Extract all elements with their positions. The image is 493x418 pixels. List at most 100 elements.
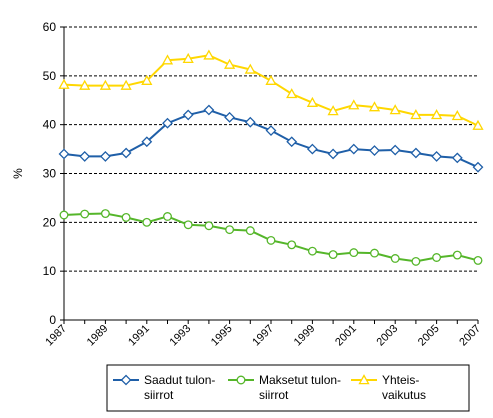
data-point	[286, 88, 298, 99]
data-point	[451, 110, 463, 121]
data-point	[141, 136, 153, 148]
legend-item-3: Yhteis-vaikutus	[351, 373, 426, 402]
data-point	[411, 256, 421, 266]
data-point	[327, 148, 339, 160]
data-point	[224, 111, 236, 123]
data-point	[431, 150, 443, 162]
data-point	[307, 246, 317, 256]
legend-swatch-marker	[358, 374, 370, 385]
x-tick-label: 1991	[126, 323, 152, 349]
data-point	[370, 248, 379, 258]
x-tick-label: 1993	[168, 323, 194, 349]
y-tick-label: 10	[43, 264, 57, 278]
data-point	[265, 74, 277, 85]
data-point	[432, 253, 442, 262]
data-point	[389, 104, 401, 115]
data-point	[306, 143, 318, 155]
data-point	[121, 212, 131, 222]
data-point	[182, 52, 194, 63]
legend-item-2: Maksetut tulon-siirrot	[228, 373, 341, 402]
data-point	[100, 209, 110, 218]
legend-label: Yhteis-	[382, 373, 419, 387]
series-3	[58, 49, 484, 130]
legend-label: vaikutus	[382, 388, 426, 402]
x-tick-label: 2007	[457, 323, 483, 349]
y-tick-label: 20	[43, 215, 57, 229]
data-point	[80, 209, 90, 219]
data-point	[451, 152, 463, 164]
x-tick-label: 1997	[250, 323, 276, 349]
data-point	[142, 217, 152, 227]
data-point	[59, 210, 69, 220]
axes: 0 10 20 30 40 50 60 1987 1989 1991 1993 1995 1997 199…	[43, 20, 483, 348]
data-point	[203, 104, 215, 116]
data-point	[348, 143, 360, 155]
y-tick-label: 60	[43, 20, 57, 34]
data-point	[58, 148, 70, 160]
data-point	[410, 109, 422, 120]
data-point	[286, 136, 298, 148]
data-point	[183, 220, 193, 230]
data-point	[410, 147, 422, 159]
series-1	[58, 104, 484, 173]
legend-label: siirrot	[259, 388, 289, 402]
x-tick-label: 1995	[209, 323, 235, 349]
x-tick-label: 1987	[43, 323, 69, 349]
data-point	[266, 235, 276, 245]
data-point	[287, 240, 297, 250]
data-point	[244, 63, 256, 74]
data-point	[472, 119, 484, 130]
legend-box	[106, 364, 470, 412]
data-point	[161, 54, 174, 65]
y-tick-label: 0	[49, 313, 56, 327]
data-point	[203, 49, 215, 60]
data-point	[141, 74, 153, 85]
data-point	[245, 226, 255, 236]
legend-swatch-marker	[120, 374, 132, 386]
data-point	[79, 79, 91, 90]
series-group	[58, 49, 484, 266]
data-point	[244, 116, 256, 128]
data-point	[368, 101, 381, 112]
data-point	[99, 79, 112, 90]
x-tick-label: 2001	[333, 323, 359, 349]
data-point	[79, 150, 91, 162]
data-point	[225, 225, 235, 235]
data-point	[348, 99, 360, 110]
data-point	[58, 78, 70, 89]
data-point	[349, 248, 359, 258]
data-point	[389, 144, 401, 156]
data-point	[327, 105, 339, 116]
y-axis-label: %	[11, 168, 25, 179]
y-tick-label: 40	[43, 118, 57, 132]
data-point	[369, 145, 380, 156]
y-tick-label: 30	[43, 167, 57, 181]
gridlines	[64, 26, 478, 272]
data-point	[265, 125, 277, 136]
legend-label: siirrot	[144, 388, 174, 402]
x-tick-label: 2005	[416, 323, 442, 349]
data-point	[223, 58, 236, 69]
x-tick-label: 1989	[85, 323, 111, 349]
data-point	[99, 150, 111, 162]
data-point	[182, 109, 194, 121]
data-point	[473, 255, 483, 265]
data-point	[204, 221, 214, 231]
data-point	[120, 79, 132, 90]
data-point	[452, 250, 462, 260]
x-tick-label: 1999	[292, 323, 318, 349]
data-point	[430, 109, 443, 120]
legend-item-1: Saadut tulon-siirrot	[113, 373, 215, 402]
data-point	[162, 117, 173, 129]
series-2	[59, 209, 483, 266]
data-point	[120, 147, 132, 159]
legend-label: Saadut tulon-	[144, 373, 215, 387]
x-tick-label: 2003	[375, 323, 401, 349]
data-point	[390, 254, 400, 263]
data-point	[163, 212, 172, 221]
y-tick-label: 50	[43, 69, 57, 83]
data-point	[472, 161, 484, 173]
legend-swatch-marker	[236, 375, 246, 385]
